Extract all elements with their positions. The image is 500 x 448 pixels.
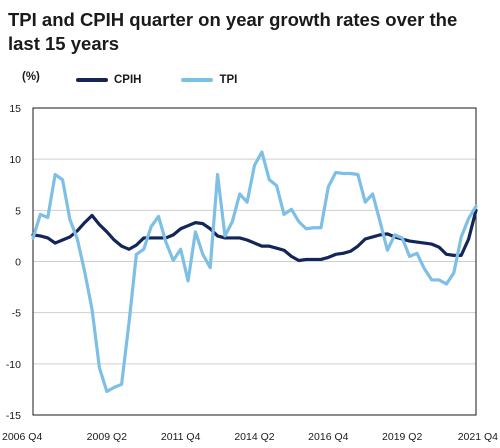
series-line-tpi [31, 150, 478, 394]
legend-swatch-cpih [76, 78, 108, 82]
x-tick-label-5: 2019 Q2 [382, 431, 422, 443]
legend-item-tpi: TPI [181, 74, 237, 86]
x-tick-label-3: 2014 Q2 [234, 431, 274, 443]
legend-label-tpi: TPI [219, 74, 238, 86]
y-tick-label-0: 15 [9, 103, 21, 115]
y-tick-label-2: 5 [15, 205, 21, 217]
legend-swatch-tpi [181, 78, 214, 82]
chart-legend: CPIH TPI [36, 70, 237, 90]
y-tick-label-5: -10 [6, 359, 21, 371]
legend-label-cpih: CPIH [114, 74, 142, 86]
x-tick-label-4: 2016 Q4 [308, 431, 348, 443]
y-tick-label-3: 0 [15, 257, 21, 269]
plot-frame [32, 107, 477, 416]
x-tick-label-6: 2021 Q4 [458, 431, 498, 443]
x-tick-label-2: 2011 Q4 [161, 431, 201, 443]
x-tick-label-1: 2009 Q2 [87, 431, 127, 443]
y-tick-label-1: 10 [9, 154, 21, 166]
chart-title: TPI and CPIH quarter on year growth rate… [8, 9, 458, 54]
y-tick-label-4: -5 [12, 308, 21, 320]
x-tick-label-0: 2006 Q4 [2, 431, 42, 443]
legend-item-cpih: CPIH [76, 74, 141, 86]
y-axis-unit-label: (%) [22, 71, 40, 83]
y-tick-label-6: -15 [6, 410, 21, 422]
